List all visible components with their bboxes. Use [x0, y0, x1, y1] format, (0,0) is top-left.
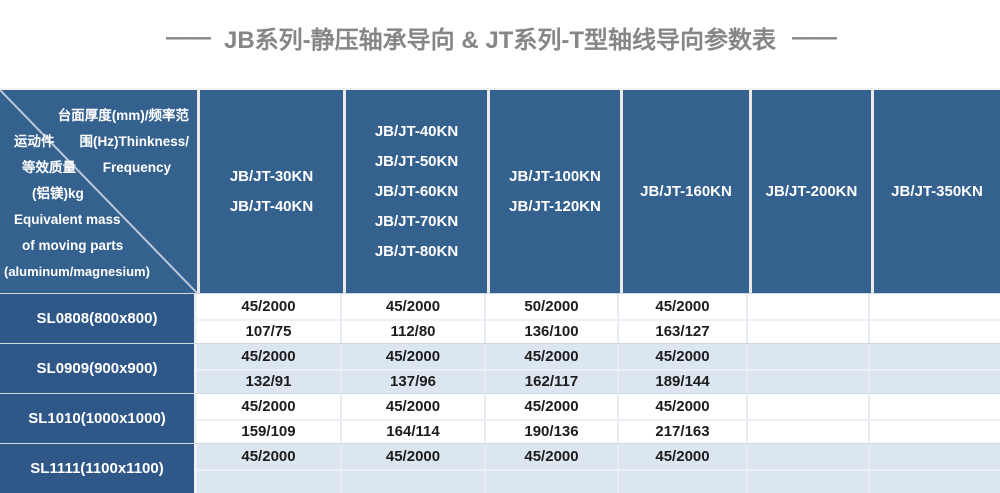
corner-line: of moving parts — [8, 233, 123, 259]
column-header-line: JB/JT-200KN — [766, 177, 858, 207]
table-row-mass: 159/109 164/114 190/136 217/163 — [197, 419, 1000, 444]
row-label: SL1111(1100x1100) — [0, 444, 197, 493]
data-cell — [868, 294, 997, 319]
title-right-dash: —— — [792, 24, 834, 52]
data-cell — [746, 421, 868, 444]
data-cell: 159/109 — [197, 421, 340, 444]
data-cell: 45/2000 — [340, 394, 484, 419]
data-cell — [340, 471, 484, 493]
data-cell: 163/127 — [617, 321, 746, 344]
data-cell: 45/2000 — [197, 344, 340, 369]
data-cell: 45/2000 — [197, 394, 340, 419]
row-label: SL0909(900x900) — [0, 344, 197, 393]
column-header-line: JB/JT-160KN — [640, 177, 732, 207]
column-header-line: JB/JT-70KN — [375, 207, 458, 237]
data-cell — [868, 371, 997, 394]
corner-line: Frequency — [103, 155, 189, 181]
data-cell: 136/100 — [484, 321, 617, 344]
column-header-line: JB/JT-120KN — [509, 192, 601, 222]
table-row-mass — [197, 469, 1000, 493]
column-header-line: JB/JT-40KN — [230, 192, 313, 222]
data-cell — [746, 444, 868, 469]
column-header-line: JB/JT-30KN — [230, 162, 313, 192]
corner-line: 运动件 — [8, 129, 55, 155]
page-title: —— JB系列-静压轴承导向 & JT系列-T型轴线导向参数表 —— — [0, 20, 1000, 55]
row-label: SL0808(800x800) — [0, 294, 197, 343]
data-cell: 45/2000 — [617, 444, 746, 469]
data-cell: 112/80 — [340, 321, 484, 344]
data-cell — [746, 394, 868, 419]
data-cell: 45/2000 — [484, 344, 617, 369]
data-cell: 132/91 — [197, 371, 340, 394]
column-header-line: JB/JT-50KN — [375, 147, 458, 177]
data-cell: 45/2000 — [484, 394, 617, 419]
data-cell — [746, 471, 868, 493]
corner-line: 台面厚度(mm)/频率范 — [58, 103, 189, 129]
data-cell: 45/2000 — [340, 344, 484, 369]
corner-line: 等效质量 — [8, 155, 76, 181]
row-label: SL1010(1000x1000) — [0, 394, 197, 443]
table-row-group-sl0909: SL0909(900x900) 45/2000 45/2000 45/2000 … — [0, 343, 1000, 393]
parameters-table: 台面厚度(mm)/频率范 运动件围(Hz)Thinkness/ 等效质量 Freq… — [0, 88, 1000, 493]
data-cell: 137/96 — [340, 371, 484, 394]
data-cell: 107/75 — [197, 321, 340, 344]
column-header-line: JB/JT-350KN — [891, 177, 983, 207]
corner-line: Equivalent mass — [8, 207, 121, 233]
table-row-group-sl1111: SL1111(1100x1100) 45/2000 45/2000 45/200… — [0, 443, 1000, 493]
column-header-200kn: JB/JT-200KN — [749, 90, 871, 293]
data-cell: 45/2000 — [197, 444, 340, 469]
data-cell — [746, 344, 868, 369]
data-cell: 45/2000 — [617, 394, 746, 419]
data-cell — [746, 371, 868, 394]
column-header-350kn: JB/JT-350KN — [871, 90, 1000, 293]
data-cell — [868, 344, 997, 369]
column-header-30-40kn: JB/JT-30KN JB/JT-40KN — [197, 90, 343, 293]
corner-line: (铝镁)kg — [8, 181, 84, 207]
column-header-100-120kn: JB/JT-100KN JB/JT-120KN — [487, 90, 620, 293]
data-cell — [868, 444, 997, 469]
table-header-row: 台面厚度(mm)/频率范 运动件围(Hz)Thinkness/ 等效质量 Freq… — [0, 90, 1000, 293]
table-row-mass: 132/91 137/96 162/117 189/144 — [197, 369, 1000, 394]
title-left-dash: —— — [166, 24, 208, 52]
table-row-thickness: 45/2000 45/2000 45/2000 45/2000 — [197, 444, 1000, 469]
data-cell: 45/2000 — [617, 294, 746, 319]
data-cell: 45/2000 — [197, 294, 340, 319]
corner-header-cell: 台面厚度(mm)/频率范 运动件围(Hz)Thinkness/ 等效质量 Freq… — [0, 90, 197, 293]
data-cell — [868, 394, 997, 419]
data-cell: 45/2000 — [484, 444, 617, 469]
data-cell: 190/136 — [484, 421, 617, 444]
data-cell: 162/117 — [484, 371, 617, 394]
data-cell: 217/163 — [617, 421, 746, 444]
data-cell: 45/2000 — [340, 444, 484, 469]
data-cell — [746, 321, 868, 344]
data-cell — [617, 471, 746, 493]
data-cell: 45/2000 — [617, 344, 746, 369]
data-cell — [868, 471, 997, 493]
column-header-line: JB/JT-100KN — [509, 162, 601, 192]
table-row-thickness: 45/2000 45/2000 50/2000 45/2000 — [197, 294, 1000, 319]
data-cell — [746, 294, 868, 319]
column-header-160kn: JB/JT-160KN — [620, 90, 749, 293]
data-cell: 189/144 — [617, 371, 746, 394]
table-row-mass: 107/75 112/80 136/100 163/127 — [197, 319, 1000, 344]
title-text: JB系列-静压轴承导向 & JT系列-T型轴线导向参数表 — [224, 20, 776, 55]
data-cell — [868, 321, 997, 344]
data-cell — [197, 471, 340, 493]
data-cell — [484, 471, 617, 493]
column-header-line: JB/JT-80KN — [375, 237, 458, 267]
table-row-thickness: 45/2000 45/2000 45/2000 45/2000 — [197, 344, 1000, 369]
table-row-thickness: 45/2000 45/2000 45/2000 45/2000 — [197, 394, 1000, 419]
data-cell: 45/2000 — [340, 294, 484, 319]
column-header-line: JB/JT-60KN — [375, 177, 458, 207]
data-cell: 164/114 — [340, 421, 484, 444]
data-cell: 50/2000 — [484, 294, 617, 319]
column-header-40-80kn: JB/JT-40KN JB/JT-50KN JB/JT-60KN JB/JT-7… — [343, 90, 487, 293]
table-row-group-sl1010: SL1010(1000x1000) 45/2000 45/2000 45/200… — [0, 393, 1000, 443]
corner-line: 围(Hz)Thinkness/ — [79, 129, 189, 155]
table-row-group-sl0808: SL0808(800x800) 45/2000 45/2000 50/2000 … — [0, 293, 1000, 343]
corner-line: (aluminum/magnesium) — [4, 259, 150, 285]
column-header-line: JB/JT-40KN — [375, 117, 458, 147]
data-cell — [868, 421, 997, 444]
